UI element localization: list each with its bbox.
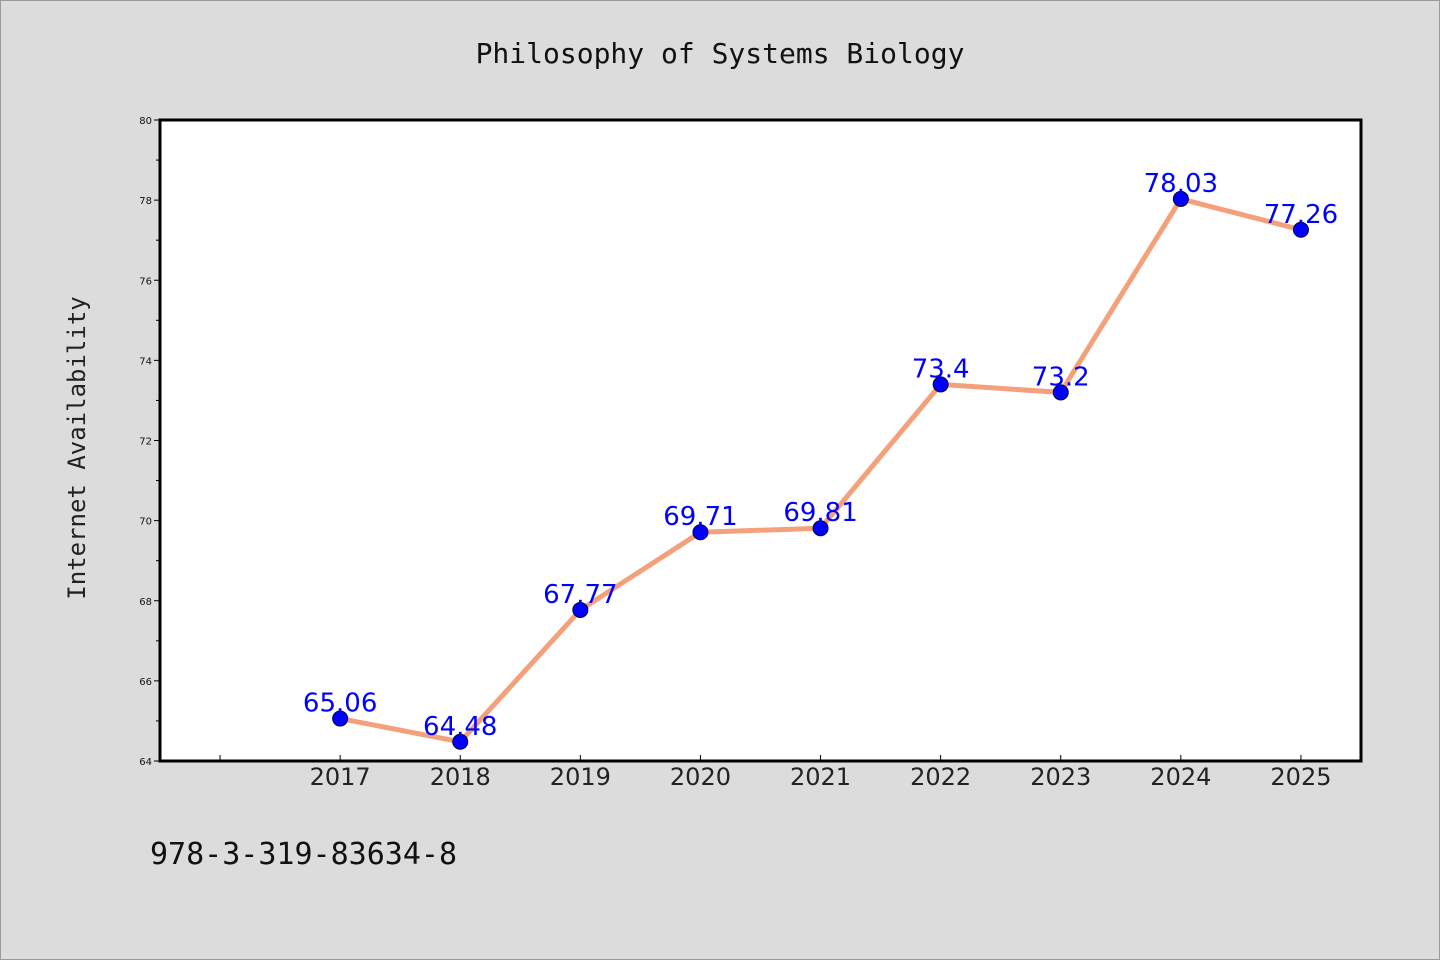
x-tick-label: 2022 xyxy=(910,763,971,791)
data-point xyxy=(332,710,349,727)
data-point xyxy=(1292,221,1309,238)
x-tick-label: 2025 xyxy=(1270,763,1331,791)
data-label: 67.77 xyxy=(543,580,617,610)
x-tick-label: 2018 xyxy=(430,763,491,791)
y-axis-ticks: 64 66 68 70 72 74 76 78 80 xyxy=(139,116,160,768)
y-axis-label: Internet Availability xyxy=(63,296,91,599)
data-labels: 65.06 64.48 67.77 69.71 69.81 73.4 73.2 78.03 77… xyxy=(303,169,1338,742)
y-tick-label: 76 xyxy=(139,276,152,287)
x-tick-label: 2020 xyxy=(670,763,731,791)
y-tick-label: 68 xyxy=(139,597,152,608)
x-tick-label: 2021 xyxy=(790,763,851,791)
data-point xyxy=(1052,384,1069,401)
y-tick-label: 74 xyxy=(139,356,152,367)
data-point xyxy=(1172,190,1189,207)
x-tick-label: 2023 xyxy=(1030,763,1091,791)
y-tick-label: 78 xyxy=(139,196,152,207)
series-markers xyxy=(332,190,1309,750)
plot-area xyxy=(158,118,1363,763)
y-tick-label: 64 xyxy=(139,757,152,768)
data-point xyxy=(572,601,589,618)
y-tick-label: 70 xyxy=(139,517,152,528)
x-axis-ticks: 2017 2018 2019 2020 2021 2022 2023 2024 2025 xyxy=(219,755,1331,791)
x-tick-label: 2017 xyxy=(310,763,371,791)
data-point xyxy=(452,733,469,750)
x-tick-label: 2019 xyxy=(550,763,611,791)
chart-title: Philosophy of Systems Biology xyxy=(476,37,965,70)
data-label: 64.48 xyxy=(423,712,497,742)
x-tick-label: 2024 xyxy=(1150,763,1211,791)
data-label: 73.2 xyxy=(1032,362,1090,392)
isbn-footer: 978-3-319-83634-8 xyxy=(150,837,457,872)
y-tick-label: 80 xyxy=(139,116,152,127)
data-point xyxy=(812,520,829,537)
data-label: 65.06 xyxy=(303,689,377,719)
data-label: 77.26 xyxy=(1264,200,1338,230)
y-tick-label: 72 xyxy=(139,437,152,448)
data-label: 73.4 xyxy=(912,354,970,384)
data-label: 69.71 xyxy=(663,502,737,532)
data-point xyxy=(692,524,709,541)
data-point xyxy=(932,376,949,393)
data-label: 78.03 xyxy=(1144,169,1218,199)
data-label: 69.81 xyxy=(783,498,857,528)
y-tick-label: 66 xyxy=(139,677,152,688)
